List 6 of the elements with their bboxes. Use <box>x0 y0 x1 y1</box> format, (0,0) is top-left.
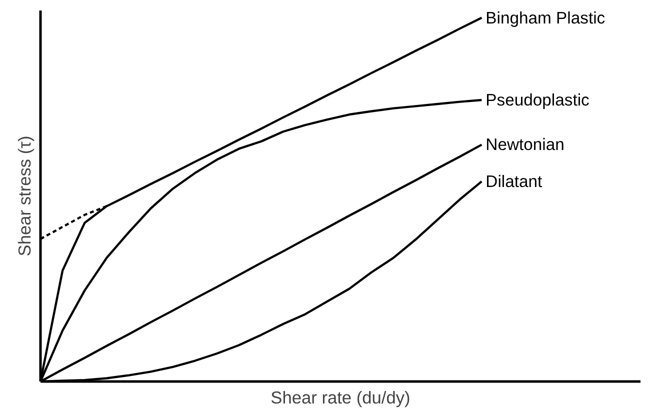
series-label: Bingham Plastic <box>486 8 606 28</box>
y-axis-title: Shear stress (τ) <box>14 136 34 256</box>
series-label: Pseudoplastic <box>486 90 590 110</box>
series-label: Newtonian <box>486 135 564 154</box>
series-label: Dilatant <box>486 172 543 191</box>
x-axis-title: Shear rate (du/dy) <box>270 388 410 408</box>
